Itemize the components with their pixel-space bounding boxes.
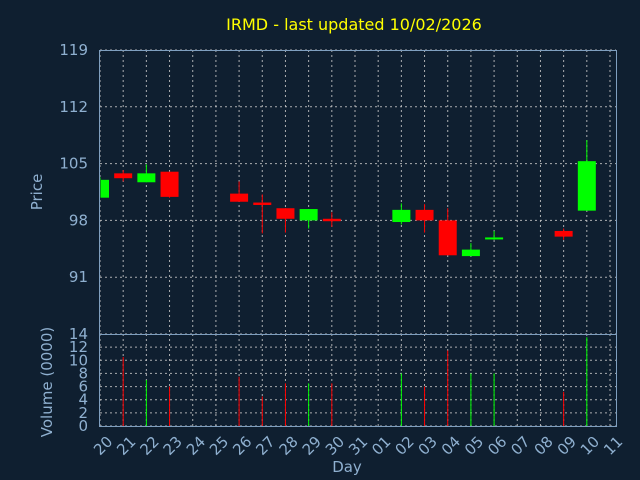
volume-grid: [99, 333, 616, 427]
price-tick-label: 91: [69, 268, 88, 286]
candle-body: [160, 171, 179, 197]
price-candles: [99, 140, 596, 257]
volume-plot-frame: [99, 334, 617, 427]
volume-tick-label: 2: [78, 404, 88, 422]
x-axis-label: Day: [332, 458, 362, 476]
candle-body: [438, 220, 457, 256]
price-tick-label: 98: [69, 211, 88, 229]
candle-body: [101, 179, 109, 198]
candle-body: [577, 161, 596, 211]
candle-body: [554, 230, 573, 237]
volume-tick-label: 4: [78, 391, 88, 409]
volume-tick-label: 6: [78, 378, 88, 396]
candle-body: [230, 193, 249, 202]
volume-axis-label: Volume (0000): [38, 327, 56, 437]
volume-bars: [122, 337, 588, 426]
volume-tick-label: 10: [69, 351, 88, 369]
candle-body: [253, 202, 272, 205]
volume-tick-label: 12: [69, 338, 88, 356]
volume-tick-label: 0: [78, 417, 88, 435]
candle-body: [114, 173, 133, 179]
chart-title: IRMD - last updated 10/02/2026: [226, 15, 482, 34]
volume-tick-label: 8: [78, 364, 88, 382]
candle-body: [461, 249, 480, 257]
price-tick-labels: 91 98 105 112 119: [59, 41, 88, 286]
candle-body: [415, 209, 434, 221]
volume-tick-label: 14: [69, 325, 88, 343]
candle-body: [485, 237, 504, 240]
price-tick-label: 105: [59, 155, 88, 173]
price-tick-label: 112: [59, 98, 88, 116]
price-axis-label: Price: [28, 174, 46, 211]
candle-body: [137, 173, 156, 183]
price-panel: 91 98 105 112 119 Price: [28, 41, 617, 335]
candle-body: [299, 209, 318, 221]
candle-body: [322, 218, 341, 222]
candle-body: [276, 208, 295, 219]
x-tick-labels: 2021222324252627282930310102030405060708…: [90, 433, 626, 459]
x-tick-label: 11: [600, 433, 626, 459]
candle-body: [392, 209, 411, 223]
price-tick-label: 119: [59, 41, 88, 59]
